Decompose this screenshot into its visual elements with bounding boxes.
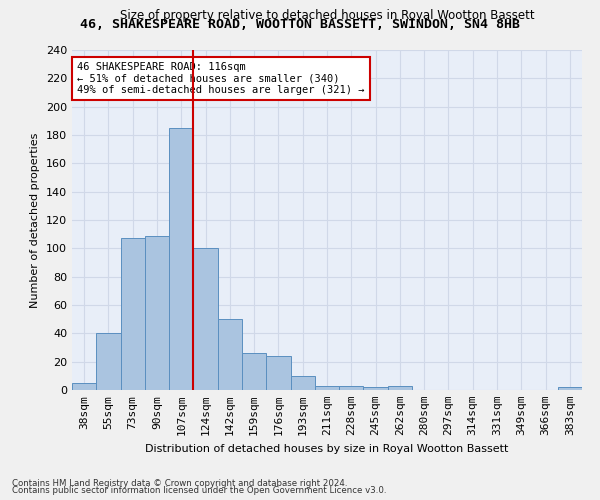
- Bar: [169, 128, 193, 390]
- Text: Contains HM Land Registry data © Crown copyright and database right 2024.: Contains HM Land Registry data © Crown c…: [12, 478, 347, 488]
- Bar: [388, 386, 412, 390]
- Bar: [266, 356, 290, 390]
- Bar: [339, 386, 364, 390]
- X-axis label: Distribution of detached houses by size in Royal Wootton Bassett: Distribution of detached houses by size …: [145, 444, 509, 454]
- Y-axis label: Number of detached properties: Number of detached properties: [31, 132, 40, 308]
- Bar: [364, 387, 388, 390]
- Bar: [72, 383, 96, 390]
- Bar: [96, 334, 121, 390]
- Bar: [121, 238, 145, 390]
- Bar: [558, 387, 582, 390]
- Text: 46, SHAKESPEARE ROAD, WOOTTON BASSETT, SWINDON, SN4 8HB: 46, SHAKESPEARE ROAD, WOOTTON BASSETT, S…: [80, 18, 520, 30]
- Text: 46 SHAKESPEARE ROAD: 116sqm
← 51% of detached houses are smaller (340)
49% of se: 46 SHAKESPEARE ROAD: 116sqm ← 51% of det…: [77, 62, 365, 95]
- Bar: [145, 236, 169, 390]
- Bar: [315, 386, 339, 390]
- Bar: [290, 376, 315, 390]
- Bar: [218, 319, 242, 390]
- Bar: [193, 248, 218, 390]
- Bar: [242, 353, 266, 390]
- Text: Contains public sector information licensed under the Open Government Licence v3: Contains public sector information licen…: [12, 486, 386, 495]
- Title: Size of property relative to detached houses in Royal Wootton Bassett: Size of property relative to detached ho…: [119, 10, 535, 22]
